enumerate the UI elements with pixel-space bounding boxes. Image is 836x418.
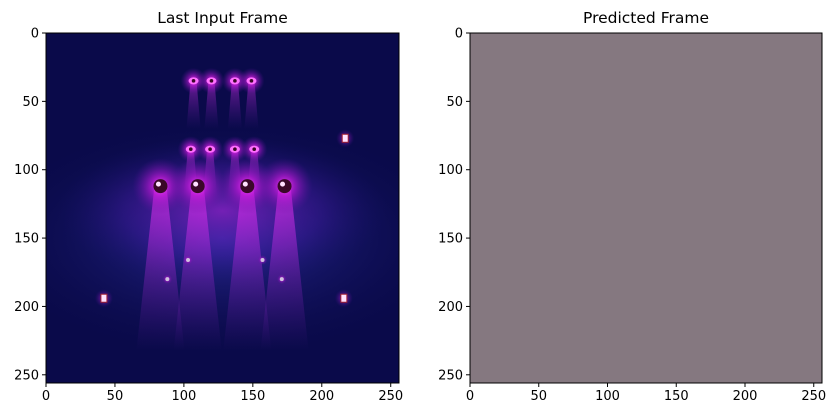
x-tick-label: 100: [171, 389, 196, 404]
light-beam: [173, 186, 222, 351]
x-tick-label: 150: [664, 389, 689, 404]
x-tick-label: 0: [42, 389, 50, 404]
y-tick-label: 150: [14, 232, 39, 247]
spotlight-core: [188, 147, 193, 152]
y-axis-left: 0 50 100 150 200 250: [14, 27, 46, 383]
spotlight-core: [233, 147, 237, 152]
y-tick-label: 250: [438, 368, 463, 383]
plot-frame-right: [469, 32, 823, 384]
x-tick-label: 100: [595, 389, 620, 404]
y-axis-right: 0 50 100 150 200 250: [438, 27, 470, 383]
y-tick-label: 250: [14, 368, 39, 383]
y-tick-label: 200: [438, 300, 463, 315]
stage-glow: [57, 135, 388, 286]
side-lamp: [100, 293, 108, 303]
spotlight-highlight: [280, 181, 286, 187]
x-tick-label: 0: [466, 389, 474, 404]
y-tick-label: 0: [31, 27, 39, 42]
spotlight-core: [191, 79, 196, 83]
x-tick-label: 50: [107, 389, 124, 404]
y-tick-label: 0: [455, 27, 463, 42]
side-lamp: [341, 133, 349, 143]
x-tick-label: 250: [378, 389, 403, 404]
spotlight-highlight: [242, 181, 248, 187]
spotlight: [277, 179, 292, 194]
y-tick-label: 50: [446, 95, 463, 110]
spotlight-core: [249, 79, 254, 83]
spotlight-core: [208, 147, 212, 152]
side-lamp: [340, 293, 348, 303]
x-tick-label: 150: [240, 389, 265, 404]
y-tick-label: 50: [22, 95, 39, 110]
spotlight-highlight: [193, 181, 199, 187]
light-beam: [223, 186, 272, 351]
input-frame-image: [46, 33, 399, 383]
chart-title-last-input: Last Input Frame: [157, 9, 288, 27]
small-light: [165, 277, 170, 282]
predicted-frame-image: [470, 33, 822, 383]
light-beam: [136, 186, 185, 351]
x-tick-label: 200: [309, 389, 334, 404]
x-tick-label: 200: [733, 389, 758, 404]
light-beam: [260, 186, 309, 351]
right-panel: Predicted Frame 0 50 100 150 200 250 0 50 100 15…: [438, 9, 826, 404]
x-tick-label: 50: [530, 389, 547, 404]
spotlight-core: [233, 79, 237, 83]
x-tick-label: 250: [801, 389, 826, 404]
spotlight-core: [209, 79, 214, 83]
spotlight: [240, 179, 255, 194]
small-light: [186, 257, 191, 262]
y-tick-label: 100: [14, 163, 39, 178]
spotlight: [190, 179, 205, 194]
plot-frame-left: [45, 32, 400, 384]
small-light: [279, 277, 284, 282]
y-tick-label: 150: [438, 232, 463, 247]
y-tick-label: 100: [438, 163, 463, 178]
spotlight-core: [252, 147, 257, 152]
small-light: [260, 257, 265, 262]
x-axis-right: 0 50 100 150 200 250: [466, 383, 826, 404]
spotlight: [153, 179, 168, 194]
spotlight-highlight: [155, 181, 161, 187]
left-panel: Last Input Frame 0 50 100 150 200 250 0 50 100 1…: [14, 9, 403, 404]
x-axis-left: 0 50 100 150 200 250: [42, 383, 403, 404]
chart-title-predicted: Predicted Frame: [583, 9, 709, 27]
predicted-fill: [470, 33, 822, 383]
y-tick-label: 200: [14, 300, 39, 315]
